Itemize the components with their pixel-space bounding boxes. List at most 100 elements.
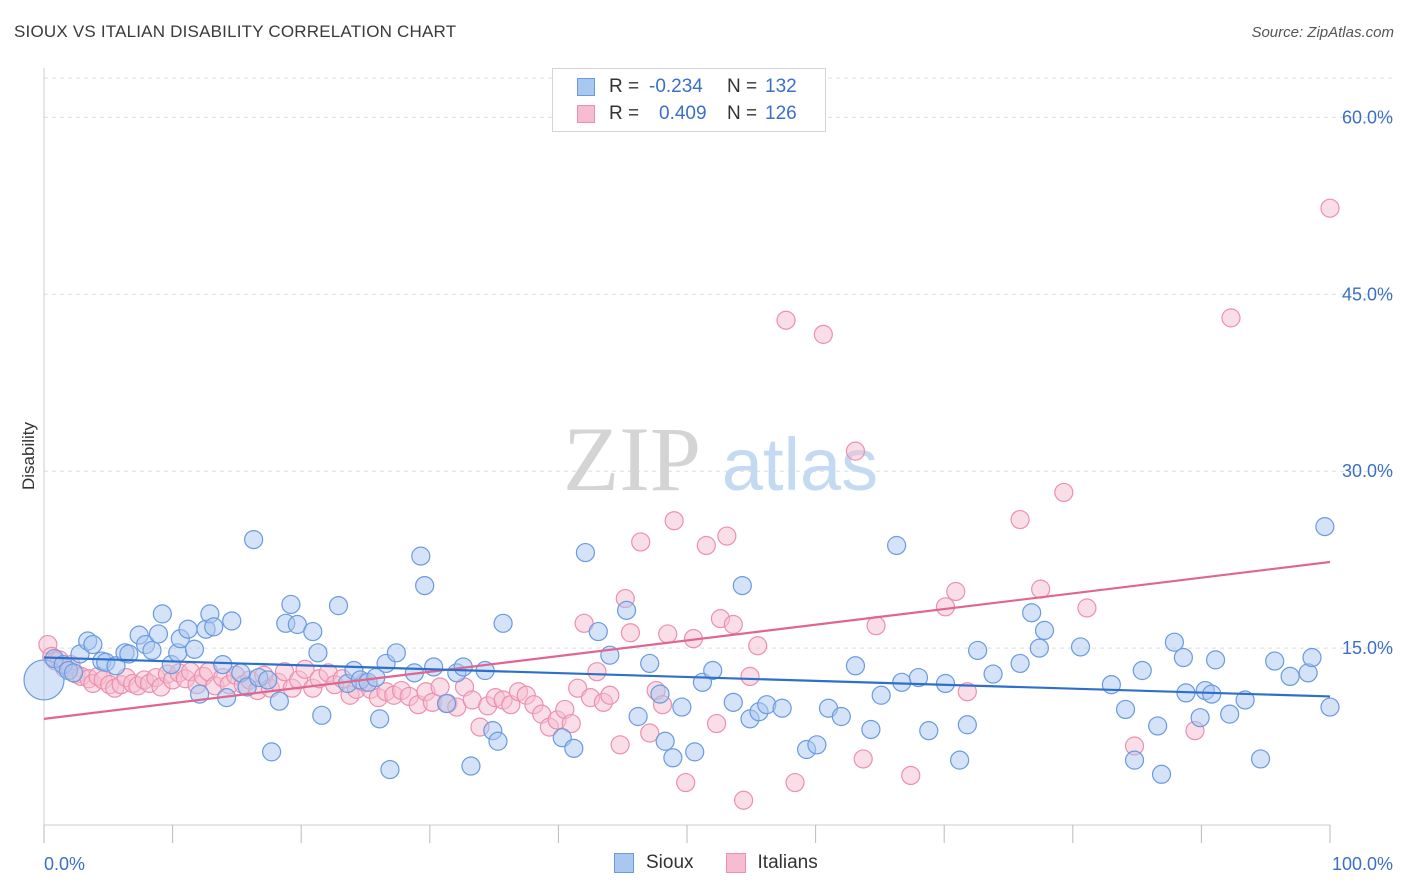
italians-point — [658, 624, 678, 644]
legend-n-value: 132 — [765, 76, 797, 97]
legend-r-value: 0.409 — [659, 103, 707, 124]
sioux-point — [957, 715, 977, 735]
sioux-point — [935, 673, 956, 694]
italians-point — [740, 666, 760, 687]
italians-point — [574, 613, 594, 633]
sioux-point — [772, 698, 792, 718]
sioux-point — [1235, 690, 1255, 710]
sioux-point — [1148, 716, 1168, 736]
watermark-zip: ZIP — [563, 408, 701, 510]
italians-point — [430, 677, 450, 697]
sioux-point — [655, 731, 675, 751]
italians-point — [853, 749, 873, 769]
sioux-point — [436, 693, 457, 714]
sioux-point — [1173, 647, 1193, 668]
italians-point — [568, 678, 588, 698]
sioux-point — [1070, 637, 1091, 657]
sioux-point — [908, 667, 929, 688]
sioux-point — [119, 644, 139, 664]
sioux-point — [63, 663, 84, 683]
source-credit: Source: ZipAtlas.com — [1251, 24, 1394, 41]
italians-point — [631, 532, 651, 552]
sioux-point — [380, 759, 400, 780]
sioux-point — [493, 613, 513, 633]
sioux-point — [488, 731, 508, 751]
trend-lines — [43, 560, 1331, 720]
sioux-point — [723, 692, 743, 712]
italians-point — [946, 581, 966, 602]
sioux-point — [411, 546, 431, 566]
italians-point — [1077, 598, 1097, 618]
italians-point — [1010, 509, 1030, 530]
sioux-point — [616, 600, 637, 620]
sioux-point — [1190, 708, 1210, 728]
sioux-point — [83, 634, 103, 655]
sioux-point — [564, 738, 584, 758]
sioux-point — [1315, 517, 1335, 537]
legend-r-value: -0.234 — [649, 76, 703, 97]
sioux-point — [281, 594, 301, 615]
sioux-points — [23, 517, 1340, 784]
italians-point — [935, 597, 956, 617]
italians-point — [640, 723, 660, 743]
sioux-point — [204, 617, 224, 637]
sioux-point — [575, 542, 596, 563]
italians-point — [785, 772, 805, 793]
sioux-point — [628, 706, 648, 727]
italians-point — [706, 713, 727, 734]
sioux-point — [1265, 651, 1285, 671]
italians-point — [620, 623, 641, 643]
italians-point — [845, 441, 866, 461]
legend-row-sioux: R = -0.234 N = 132 — [577, 76, 797, 98]
sioux-point — [650, 684, 670, 704]
italians-point — [1221, 308, 1241, 328]
watermark-atlas: atlas — [722, 423, 878, 506]
sioux-point — [1280, 666, 1300, 687]
bottom-legend-italians: Italians — [725, 852, 818, 874]
italians-point — [748, 636, 768, 656]
sioux-point — [588, 621, 608, 642]
sioux-point — [831, 706, 851, 727]
sioux-point — [1124, 750, 1145, 770]
sioux-point — [1151, 764, 1172, 784]
sioux-point — [807, 735, 827, 755]
sioux-point — [184, 639, 205, 659]
sioux-point — [222, 611, 242, 631]
italians-point — [901, 765, 921, 786]
y-axis-label: Disability — [19, 421, 38, 490]
bottom-legend-sioux: Sioux — [614, 852, 694, 874]
italians-point — [723, 614, 743, 635]
sioux-point — [312, 705, 332, 725]
y-tick-label: 45.0% — [1342, 284, 1393, 304]
italians-point — [813, 324, 833, 344]
italians-point — [676, 772, 696, 793]
grid-lines — [44, 77, 1394, 649]
sioux-point — [142, 640, 162, 661]
legend-n-label: N = — [727, 103, 758, 124]
sioux-point — [23, 659, 65, 701]
y-tick-label: 60.0% — [1342, 107, 1393, 127]
legend-n-value: 126 — [765, 103, 797, 124]
italians-point — [957, 682, 977, 702]
legend-n-label: N = — [727, 76, 758, 97]
sioux-point — [1302, 647, 1322, 668]
italians-point — [717, 526, 737, 546]
sioux-point — [968, 640, 988, 661]
axes — [43, 68, 1331, 843]
sioux-point — [424, 657, 444, 677]
sioux-point — [732, 575, 752, 596]
sioux-point — [672, 697, 692, 717]
x-tick-label: 0.0% — [44, 854, 85, 874]
sioux-point — [1022, 603, 1042, 623]
italians-point — [587, 662, 607, 682]
sioux-point — [386, 643, 406, 663]
sioux-point — [213, 655, 233, 675]
sioux-point — [1320, 697, 1340, 717]
italians-point — [561, 713, 581, 734]
sioux-point — [871, 685, 891, 705]
sioux-point — [262, 742, 282, 762]
bottom-legend-italians-label: Italians — [757, 852, 818, 873]
sioux-point — [919, 721, 939, 741]
sioux-point — [887, 535, 907, 556]
